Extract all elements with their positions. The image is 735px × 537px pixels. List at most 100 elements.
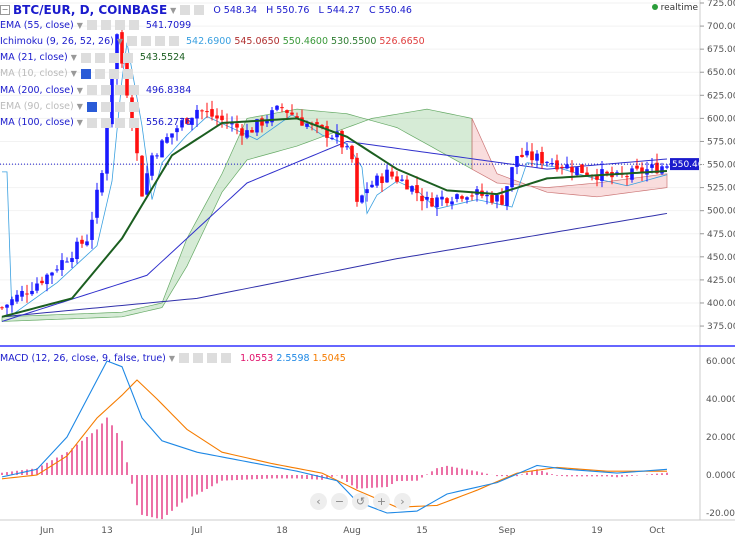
add-icon[interactable] <box>114 101 125 112</box>
eye-icon[interactable] <box>86 101 97 112</box>
price-tick-label: 525.00 <box>707 184 735 194</box>
eye-icon[interactable] <box>86 117 97 128</box>
add-icon[interactable] <box>108 68 119 79</box>
candle-body <box>160 140 164 158</box>
ohlc-open: O 548.34 <box>213 4 258 16</box>
candle-body <box>235 123 239 128</box>
candle-body <box>625 176 629 178</box>
close-icon[interactable] <box>128 20 139 30</box>
chevron-down-icon[interactable]: ▼ <box>76 118 83 128</box>
reset-button[interactable]: ↺ <box>352 493 369 510</box>
candle-body <box>585 172 589 175</box>
price-tick-label: 625.00 <box>707 91 735 101</box>
indicator-legend: MA (100, close) ▼ 556.2776 <box>0 116 191 130</box>
macd-tick-label: 0.0000 <box>706 471 735 481</box>
gear-icon[interactable] <box>100 117 111 128</box>
candle-body <box>105 126 109 174</box>
chevron-down-icon[interactable]: ▼ <box>168 353 176 363</box>
eye-icon[interactable] <box>86 85 97 96</box>
candle-body <box>80 239 84 244</box>
add-icon[interactable] <box>155 36 165 47</box>
close-icon[interactable] <box>128 85 139 96</box>
candle-body <box>505 186 509 206</box>
eye-icon[interactable] <box>127 36 137 47</box>
close-icon[interactable] <box>128 101 139 112</box>
chevron-down-icon[interactable]: ▼ <box>70 69 77 79</box>
candle-body <box>60 260 64 270</box>
chevron-down-icon[interactable]: ▼ <box>116 36 123 46</box>
candle-body <box>230 123 234 125</box>
add-icon[interactable] <box>114 85 125 96</box>
candle-body <box>410 186 414 192</box>
scroll-right-button[interactable]: › <box>394 493 411 510</box>
gear-icon[interactable] <box>94 68 105 79</box>
symbol-title[interactable]: BTC/EUR, D, COINBASE <box>13 3 168 17</box>
candle-body <box>5 304 9 308</box>
chevron-down-icon[interactable]: ▼ <box>76 102 83 111</box>
zoom-out-button[interactable]: − <box>331 493 348 510</box>
chevron-down-icon[interactable]: ▼ <box>76 85 83 95</box>
candle-body <box>565 164 569 169</box>
indicator-label[interactable]: EMA (90, close) <box>0 101 74 112</box>
close-icon[interactable] <box>169 36 179 47</box>
eye-icon[interactable] <box>80 52 91 63</box>
candle-body <box>380 176 384 184</box>
price-tick-label: 550.00 <box>707 161 735 171</box>
time-tick-label: Oct <box>649 526 665 536</box>
indicator-label[interactable]: MA (100, close) <box>0 117 74 129</box>
macd-label[interactable]: MACD (12, 26, close, 9, false, true) <box>0 352 166 364</box>
close-icon[interactable] <box>221 353 232 363</box>
close-icon[interactable] <box>128 117 139 128</box>
zoom-in-button[interactable]: + <box>373 493 390 510</box>
indicator-label[interactable]: MA (200, close) <box>0 84 74 96</box>
indicator-label[interactable]: Ichimoku (9, 26, 52, 26) <box>0 35 114 47</box>
candle-body <box>300 117 304 126</box>
candle-body <box>0 307 4 309</box>
eye-icon[interactable] <box>86 20 97 30</box>
add-icon[interactable] <box>108 52 119 63</box>
chevron-down-icon[interactable]: ▼ <box>70 53 77 63</box>
candle-body <box>485 194 489 197</box>
candle-body <box>340 130 344 148</box>
candle-body <box>270 110 274 123</box>
macd-tick-label: 20.0000 <box>706 433 735 443</box>
add-icon[interactable] <box>114 20 125 30</box>
macd-tick-label: 40.0000 <box>706 395 735 405</box>
candle-body <box>650 164 654 168</box>
eye-icon[interactable] <box>179 353 190 363</box>
close-icon[interactable] <box>122 52 133 63</box>
status-dot-icon <box>651 4 658 10</box>
candle-body <box>215 115 219 119</box>
candle-body <box>185 118 189 124</box>
candle-body <box>20 291 24 297</box>
gear-icon[interactable] <box>141 36 151 47</box>
gear-icon[interactable] <box>100 20 111 30</box>
chevron-down-icon[interactable]: ▼ <box>76 20 83 30</box>
eye-icon[interactable] <box>80 68 91 79</box>
ma200-line <box>1 212 668 318</box>
time-tick-label: Jun <box>39 526 54 536</box>
add-icon[interactable] <box>207 353 218 363</box>
collapse-icon[interactable]: − <box>0 5 10 15</box>
chevron-down-icon[interactable]: ▼ <box>170 5 177 15</box>
indicator-label[interactable]: MA (21, close) <box>0 52 68 64</box>
time-tick-label: 13 <box>101 526 112 536</box>
gear-icon[interactable] <box>193 353 204 363</box>
price-tick-label: 425.00 <box>707 276 735 286</box>
gear-icon[interactable] <box>94 52 105 63</box>
gear-icon[interactable] <box>100 101 111 112</box>
candle-body <box>85 241 89 246</box>
gear-icon[interactable] <box>100 85 111 96</box>
candle-body <box>550 162 554 165</box>
candle-body <box>120 32 124 64</box>
gear-icon[interactable] <box>194 5 205 15</box>
candle-body <box>100 173 104 193</box>
close-icon[interactable] <box>122 68 133 79</box>
time-tick-label: 15 <box>416 526 427 536</box>
scroll-left-button[interactable]: ‹ <box>310 493 327 510</box>
indicator-label[interactable]: MA (10, close) <box>0 68 68 80</box>
add-icon[interactable] <box>114 117 125 128</box>
eye-icon[interactable] <box>180 5 191 15</box>
indicator-label[interactable]: EMA (55, close) <box>0 19 74 31</box>
time-tick-label: Aug <box>343 526 361 536</box>
